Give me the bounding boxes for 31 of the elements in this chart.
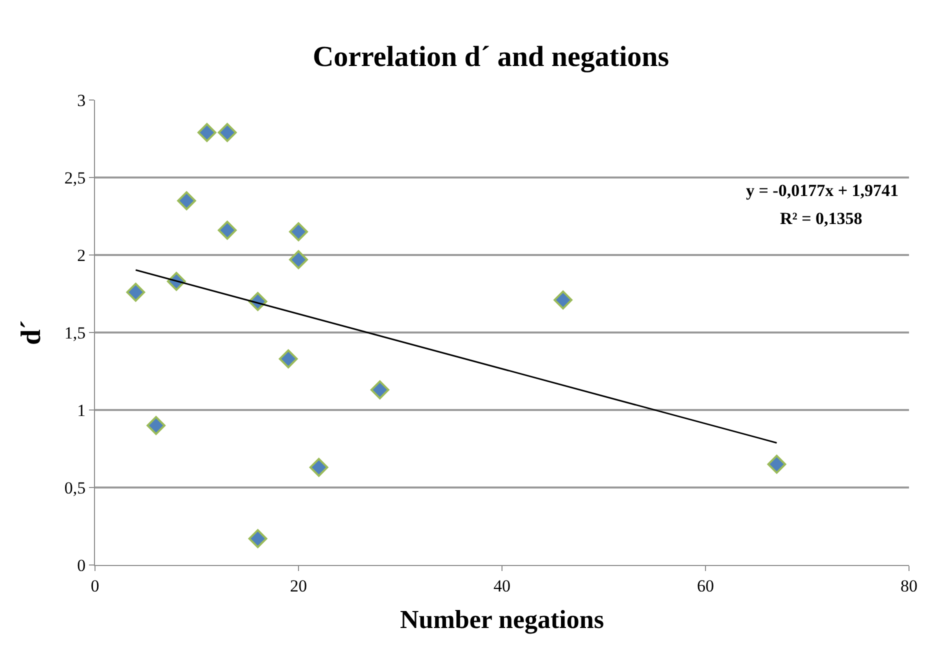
annotation: R² = 0,1358 xyxy=(780,209,862,228)
x-tick-label: 60 xyxy=(697,576,714,596)
y-tick-label: 2 xyxy=(77,246,86,265)
point xyxy=(218,220,237,240)
x-tick-label: 80 xyxy=(900,576,918,596)
y-tick-label: 2,5 xyxy=(64,168,86,188)
point xyxy=(767,454,786,474)
y-tick-label: 1,5 xyxy=(64,323,86,342)
point xyxy=(218,123,237,142)
point xyxy=(289,222,308,242)
y-tick-label: 3 xyxy=(77,90,86,110)
point xyxy=(289,250,308,270)
point xyxy=(278,349,298,368)
x-axis-title: Number negations xyxy=(400,605,604,634)
y-axis-title: d´ xyxy=(16,320,48,345)
point xyxy=(197,123,216,142)
annotation: y = -0,0177x + 1,9741 xyxy=(746,181,899,200)
point xyxy=(177,191,196,210)
y-tick-label: 0,5 xyxy=(64,478,86,498)
point xyxy=(146,416,166,435)
point xyxy=(126,282,146,302)
point xyxy=(309,458,328,477)
y-tick-label: 0 xyxy=(77,556,86,575)
x-tick-label: 0 xyxy=(90,576,100,596)
y-tick-label: 1 xyxy=(77,400,86,420)
point xyxy=(248,529,268,548)
x-tick-label: 20 xyxy=(290,576,307,596)
point xyxy=(554,290,572,310)
point xyxy=(370,380,390,400)
chart-title: Correlation d´ and negations xyxy=(312,41,670,74)
x-tick-label: 40 xyxy=(494,576,510,596)
